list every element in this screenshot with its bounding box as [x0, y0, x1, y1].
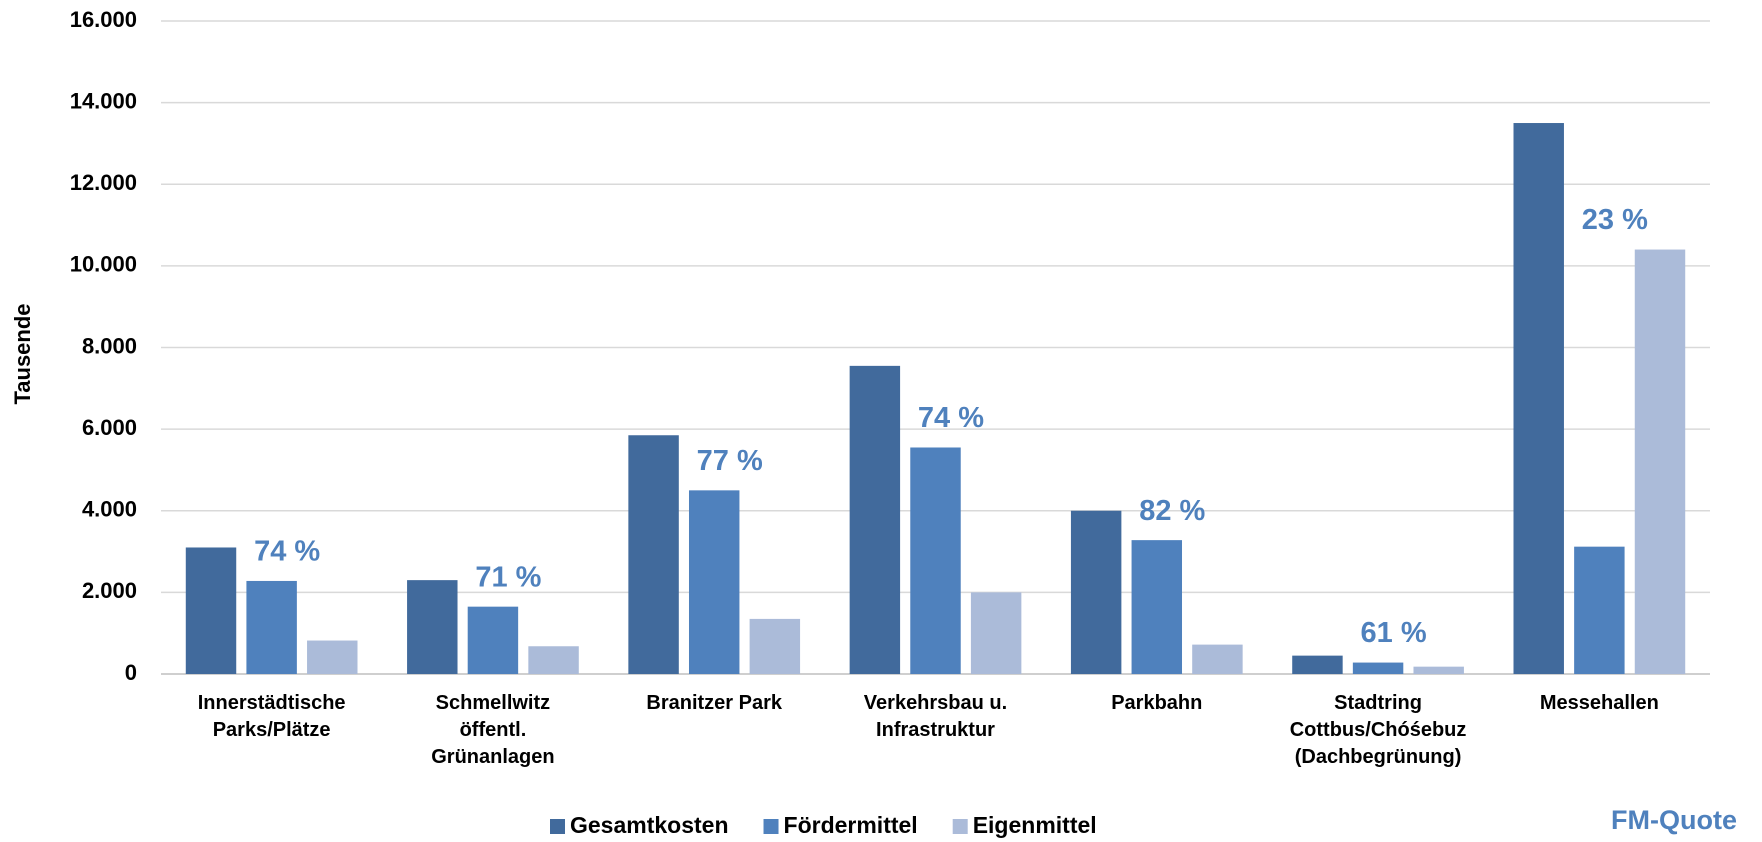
x-tick-label: Parkbahn [1111, 692, 1202, 714]
x-tick-label: Messehallen [1540, 692, 1659, 714]
fm-quote-label: 77 % [697, 445, 763, 477]
y-tick-label: 8.000 [82, 333, 137, 358]
legend-swatch [952, 819, 968, 834]
y-tick-label: 10.000 [70, 252, 137, 277]
x-tick-label: Stadtring Cottbus/Chóśebuz (Dachbegrünung) [1290, 692, 1467, 768]
bar [1634, 249, 1686, 675]
y-tick-label: 0 [125, 660, 137, 685]
y-tick-label: 14.000 [70, 88, 137, 113]
y-axis-title: Tausende [10, 303, 35, 404]
bar [1513, 123, 1564, 674]
bar [246, 580, 297, 674]
x-tick-label: Verkehrsbau u. Infrastruktur [864, 692, 1007, 741]
fm-quote-label: 74 % [254, 536, 320, 568]
y-tick-label: 2.000 [82, 578, 137, 603]
legend-label: Fördermittel [784, 812, 918, 838]
bar [749, 618, 801, 674]
x-tick-label: Innerstädtische Parks/Plätze [198, 692, 346, 741]
bar [1192, 644, 1243, 674]
fm-quote-label: 74 % [918, 402, 984, 434]
bar [307, 640, 358, 674]
y-tick-label: 4.000 [82, 497, 137, 522]
legend-label: Gesamtkosten [570, 812, 729, 838]
fm-quote-label: 71 % [475, 561, 541, 593]
legend-swatch [763, 819, 779, 834]
fm-quote-label: 23 % [1582, 204, 1648, 236]
bar [688, 490, 740, 674]
bar [407, 580, 458, 674]
bar [1292, 655, 1343, 674]
bar [1413, 666, 1464, 674]
legend-label: Eigenmittel [973, 812, 1097, 838]
y-tick-label: 6.000 [82, 415, 137, 440]
y-tick-label: 16.000 [70, 7, 137, 32]
y-tick-label: 12.000 [70, 170, 137, 195]
bar [528, 646, 579, 674]
bar [185, 547, 237, 674]
legend-swatch [550, 819, 565, 834]
bar [970, 592, 1022, 674]
x-tick-label: Branitzer Park [646, 692, 782, 714]
bar [910, 447, 961, 674]
bar [1574, 546, 1625, 674]
bar [849, 365, 901, 674]
bar [1070, 510, 1122, 674]
fm-quote-label: 82 % [1139, 495, 1205, 527]
bar [628, 435, 679, 674]
bar [1131, 540, 1183, 674]
fm-quote-label: 61 % [1361, 617, 1427, 649]
fm-quote-legend: FM-Quote [1611, 805, 1737, 835]
x-tick-label: Schmellwitz öffentl. Grünanlagen [431, 692, 554, 768]
bar [1352, 662, 1404, 674]
bar [467, 606, 519, 674]
